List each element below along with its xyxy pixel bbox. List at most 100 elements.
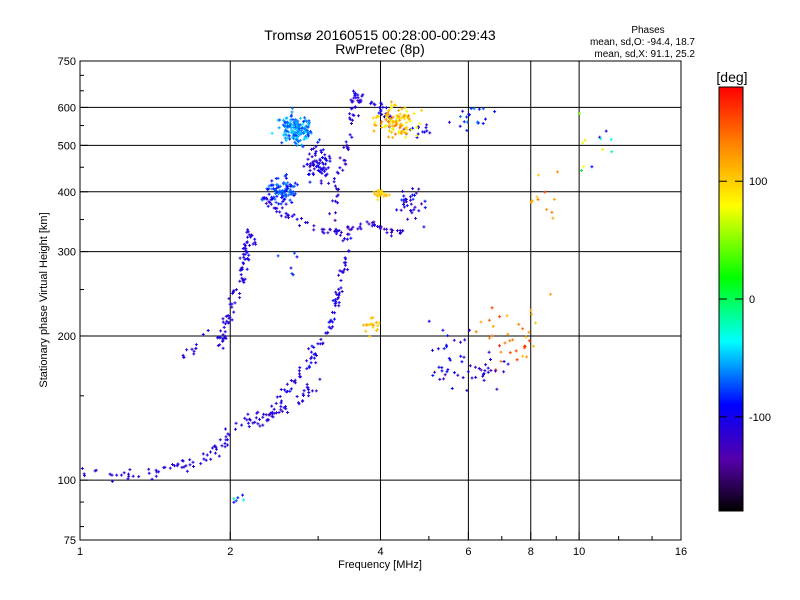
- y-tick-label: 100: [58, 475, 76, 487]
- data-point: [287, 190, 291, 194]
- data-point: [226, 438, 229, 442]
- data-point: [431, 348, 434, 352]
- data-point: [326, 166, 330, 170]
- data-point: [398, 232, 402, 235]
- data-point: [357, 101, 361, 104]
- data-point: [491, 324, 495, 328]
- data-point: [322, 231, 326, 235]
- data-point: [278, 189, 282, 193]
- data-point: [460, 360, 464, 364]
- data-point: [126, 477, 130, 481]
- data-point: [233, 301, 237, 305]
- data-point: [283, 130, 287, 134]
- data-point: [312, 162, 316, 166]
- data-point: [409, 202, 413, 206]
- data-point: [270, 179, 274, 183]
- data-point: [374, 116, 378, 120]
- data-point: [154, 468, 158, 472]
- data-point: [275, 411, 278, 415]
- data-point: [373, 192, 377, 196]
- data-point: [525, 355, 529, 359]
- colorbar-tick-label: 0: [749, 294, 755, 306]
- colorbar-tick-label: -100: [749, 412, 771, 424]
- data-point: [235, 288, 238, 292]
- data-point: [348, 133, 352, 137]
- data-point: [333, 229, 337, 233]
- data-point: [283, 388, 287, 392]
- data-point: [373, 103, 377, 107]
- data-point: [486, 366, 490, 370]
- data-point: [347, 232, 351, 236]
- data-point: [415, 134, 418, 138]
- data-point: [534, 321, 538, 325]
- data-point: [246, 257, 250, 261]
- data-point: [302, 389, 306, 393]
- data-point: [436, 347, 440, 351]
- data-point: [297, 369, 301, 373]
- data-point: [445, 370, 449, 374]
- data-point: [194, 343, 198, 347]
- data-point: [288, 198, 292, 202]
- data-point: [280, 206, 284, 210]
- data-point: [423, 199, 427, 203]
- data-point: [307, 391, 311, 394]
- data-point: [273, 197, 277, 201]
- data-point: [399, 208, 403, 212]
- data-point: [218, 438, 222, 442]
- data-point: [283, 197, 287, 201]
- data-point: [358, 225, 362, 229]
- data-point: [329, 326, 333, 330]
- y-tick-label: 200: [58, 331, 76, 343]
- data-point: [490, 334, 494, 338]
- data-point: [404, 135, 408, 139]
- data-point: [328, 156, 332, 160]
- data-point: [481, 107, 485, 111]
- data-point: [356, 227, 360, 231]
- data-point: [110, 479, 114, 483]
- data-point: [403, 198, 407, 202]
- data-point: [297, 401, 300, 405]
- data-point: [344, 140, 348, 144]
- data-point: [388, 117, 392, 120]
- data-point: [265, 197, 269, 201]
- data-point: [171, 463, 174, 466]
- data-point: [287, 121, 291, 125]
- data-point: [316, 342, 320, 346]
- data-point: [326, 231, 330, 235]
- data-point: [530, 199, 534, 203]
- data-point: [291, 130, 295, 134]
- data-point: [297, 140, 301, 144]
- data-point: [324, 167, 328, 171]
- data-point: [458, 115, 462, 119]
- data-point: [214, 445, 218, 449]
- data-point: [298, 366, 302, 370]
- data-point: [320, 150, 323, 154]
- data-point: [284, 215, 288, 219]
- data-point: [249, 235, 253, 239]
- data-point: [357, 114, 360, 118]
- data-point: [331, 199, 335, 203]
- data-point: [206, 329, 210, 332]
- data-point: [246, 230, 250, 234]
- data-point: [314, 352, 317, 356]
- data-point: [305, 128, 309, 132]
- data-point: [479, 320, 483, 324]
- data-point: [465, 389, 469, 392]
- data-point: [304, 221, 308, 224]
- data-point: [350, 135, 354, 139]
- data-point: [323, 156, 327, 160]
- data-point: [222, 325, 226, 329]
- data-point: [370, 322, 374, 326]
- data-point: [234, 499, 238, 503]
- data-point: [248, 243, 251, 247]
- data-point: [446, 368, 450, 372]
- data-point: [308, 180, 312, 184]
- data-point: [194, 346, 198, 350]
- data-point: [398, 112, 402, 116]
- data-point: [227, 297, 231, 301]
- data-point: [349, 107, 353, 111]
- data-point: [256, 422, 260, 426]
- data-point: [309, 162, 312, 166]
- data-point: [484, 363, 488, 367]
- chart-subtitle: RwPretec (8p): [335, 41, 424, 57]
